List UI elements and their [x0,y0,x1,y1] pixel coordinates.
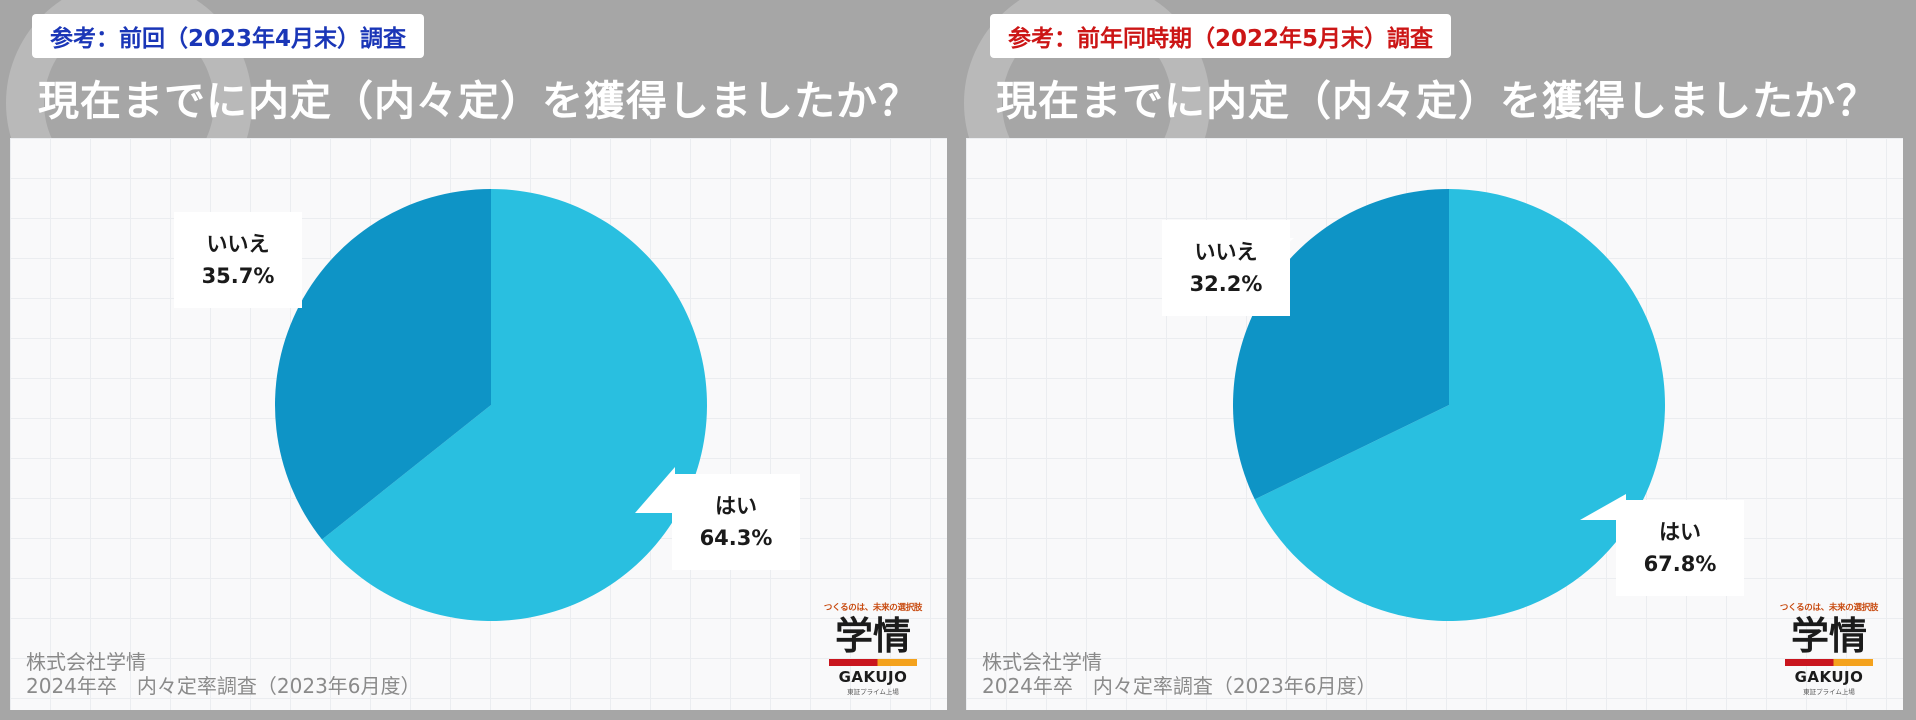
source-note: 株式会社学情 2024年卒 内々定率調査（2023年6月度） [982,650,1377,698]
source-survey: 2024年卒 内々定率調査（2023年6月度） [982,674,1377,698]
pie-slice-no [274,189,491,540]
gakujo-logo: つくるのは、未来の選択肢 学情 GAKUJO 東証プライム上場 [821,601,925,696]
chart-title: 現在までに内定（内々定）を獲得しましたか？ [996,77,1878,125]
pie-chart [1233,189,1665,621]
value-no: 32.2% [1189,272,1263,296]
logo-tagline: つくるのは、未来の選択肢 [1779,603,1879,613]
logo-bar [829,659,917,666]
callout-yes: はい 64.3% [672,474,800,570]
panel-year-ago-survey: 参考：前年同時期（2022年5月末）調査 現在までに内定（内々定）を獲得しました… [958,0,1916,720]
pie-chart [274,189,707,621]
value-yes: 64.3% [699,526,773,550]
label-no: いいえ [1194,240,1258,264]
chart-card: いいえ 32.2% はい 67.8% 株式会社学情 2024年卒 内々定率調査（… [966,138,1903,710]
badge-text: 参考：前回（2023年4月末）調査 [50,26,407,52]
callout-yes: はい 67.8% [1616,500,1744,596]
badge-text: 参考：前年同時期（2022年5月末）調査 [1008,26,1434,52]
value-yes: 67.8% [1643,552,1717,576]
reference-badge: 参考：前年同時期（2022年5月末）調査 [990,14,1452,58]
value-no: 35.7% [201,264,275,288]
reference-badge: 参考：前回（2023年4月末）調査 [32,14,425,58]
logo-name: GAKUJO [1794,668,1864,686]
chart-title: 現在までに内定（内々定）を獲得しましたか？ [38,77,920,125]
logo-tagline: つくるのは、未来の選択肢 [823,603,923,613]
label-yes: はい [715,494,757,518]
logo-mark: 学情 [834,613,911,658]
label-no: いいえ [206,232,270,256]
callout-no: いいえ 35.7% [174,212,302,308]
source-note: 株式会社学情 2024年卒 内々定率調査（2023年6月度） [26,650,421,698]
logo-mark: 学情 [1790,613,1867,658]
label-yes: はい [1659,520,1701,544]
logo-sub: 東証プライム上場 [847,688,899,696]
source-company: 株式会社学情 [26,650,146,674]
gakujo-logo: つくるのは、未来の選択肢 学情 GAKUJO 東証プライム上場 [1777,601,1881,696]
callout-no: いいえ 32.2% [1162,220,1290,316]
pie-slice-yes [322,189,707,621]
callout-pointer [635,467,675,513]
panel-previous-survey: 参考：前回（2023年4月末）調査 現在までに内定（内々定）を獲得しましたか？ … [6,0,947,710]
logo-sub: 東証プライム上場 [1803,688,1855,696]
source-company: 株式会社学情 [982,650,1102,674]
chart-card: いいえ 35.7% はい 64.3% 株式会社学情 2024年卒 内々定率調査（… [10,138,947,710]
source-survey: 2024年卒 内々定率調査（2023年6月度） [26,674,421,698]
pie-slice-yes [1254,189,1665,621]
logo-name: GAKUJO [838,668,908,686]
logo-bar [1785,659,1873,666]
